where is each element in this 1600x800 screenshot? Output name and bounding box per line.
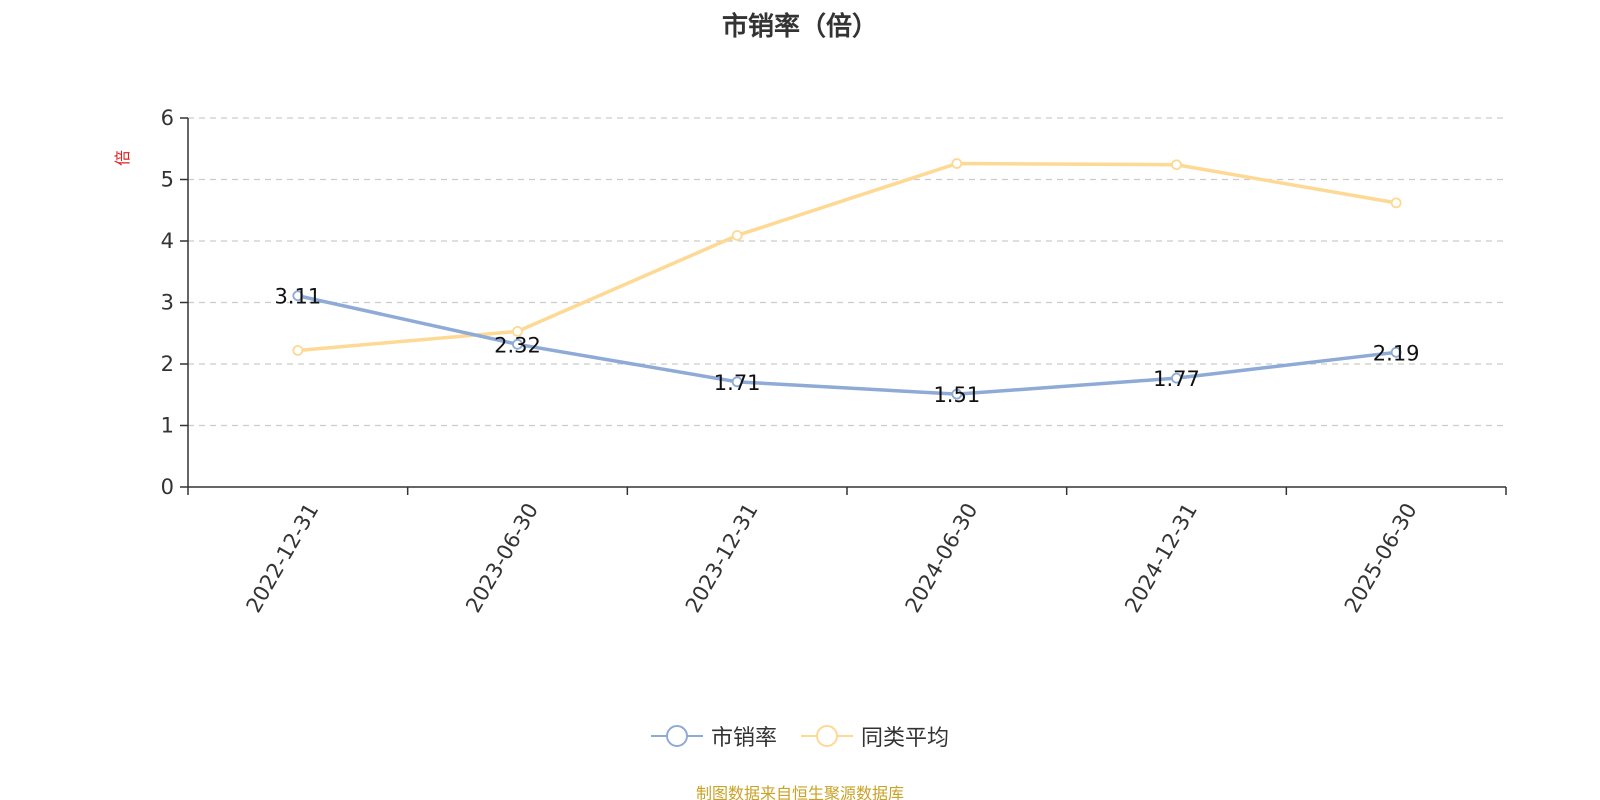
data-label: 3.11 xyxy=(274,285,321,309)
series-1-point[interactable] xyxy=(951,388,963,400)
y-tick-label: 4 xyxy=(161,229,174,253)
chart-title: 市销率（倍） xyxy=(721,12,878,42)
legend-label-series-1: 市销率 xyxy=(710,726,777,751)
legend-line-circle-icon xyxy=(650,725,703,747)
series-2-point[interactable] xyxy=(512,326,523,337)
data-label: 1.77 xyxy=(1153,367,1200,391)
y-axis-label: 倍 xyxy=(113,150,132,166)
y-tick-label: 2 xyxy=(161,352,174,376)
series-1-point[interactable] xyxy=(512,338,523,350)
y-tick-label: 1 xyxy=(161,414,174,438)
y-tick-label: 5 xyxy=(161,168,174,192)
y-tick-label: 3 xyxy=(161,291,174,315)
series-1-point[interactable] xyxy=(292,290,304,302)
source-note: 制图数据来自恒生聚源数据库 xyxy=(695,784,904,800)
series-1-point[interactable] xyxy=(731,376,743,388)
data-label-layer: 3.11 2.32 1.71 1.51 1.77 2.19 xyxy=(274,285,1419,407)
data-label: 2.19 xyxy=(1373,341,1420,365)
series-2-point[interactable] xyxy=(951,158,963,169)
series-1-point[interactable] xyxy=(1171,372,1182,384)
legend-item-series-2[interactable]: 同类平均 xyxy=(801,720,949,752)
x-tick-label: 2024-12-31 xyxy=(1120,499,1202,617)
x-tick-label: 2025-06-30 xyxy=(1340,499,1422,617)
x-tick-label: 2024-06-30 xyxy=(901,499,983,617)
series-1-point[interactable] xyxy=(1390,346,1402,358)
legend-label-series-2: 同类平均 xyxy=(861,726,950,751)
y-tick-label: 6 xyxy=(161,106,174,130)
series-line-2 xyxy=(297,161,1397,353)
legend-line-circle-icon xyxy=(801,725,853,747)
legend-item-series-1[interactable]: 市销率 xyxy=(650,720,777,752)
data-label: 1.71 xyxy=(714,371,761,395)
series-layer xyxy=(292,158,1402,400)
legend: 市销率 同类平均 xyxy=(0,720,1600,752)
grid-layer xyxy=(188,117,1506,427)
series-2-point[interactable] xyxy=(731,230,743,241)
series-line-1 xyxy=(297,294,1397,396)
data-label: 2.32 xyxy=(494,333,541,357)
series-2-point[interactable] xyxy=(292,345,304,356)
x-tick-label: 2023-06-30 xyxy=(461,499,543,617)
data-label: 1.51 xyxy=(933,383,980,407)
y-tick-label: 0 xyxy=(161,475,174,499)
series-2-point[interactable] xyxy=(1171,159,1182,171)
x-tick-label: 2023-12-31 xyxy=(681,499,763,617)
series-2-point[interactable] xyxy=(1390,197,1402,209)
x-tick-label: 2022-12-31 xyxy=(242,499,324,617)
